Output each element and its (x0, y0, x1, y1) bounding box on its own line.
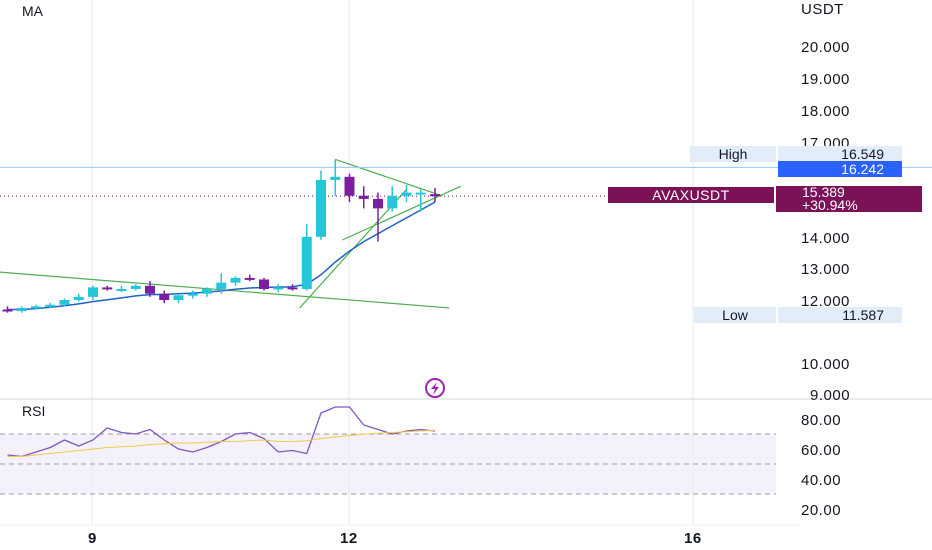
symbol-label: AVAXUSDT (608, 187, 774, 203)
candle-body-5 (73, 296, 84, 301)
rsi-band (0, 433, 776, 495)
currency-label: USDT (801, 1, 844, 18)
time-tick-0: 9 (88, 530, 97, 547)
candle-18 (259, 277, 269, 291)
candle-26 (373, 192, 383, 242)
candle-body-24 (344, 176, 355, 196)
candle-body-26 (373, 198, 383, 209)
lightning-bolt-glyph (431, 382, 439, 395)
candle-29 (415, 189, 426, 212)
price-tick-8: 9.000 (810, 387, 851, 404)
candle-body-12 (173, 295, 184, 301)
rsi-tick-3: 20.00 (801, 502, 842, 519)
rsi-tick-0: 80.00 (801, 412, 842, 429)
candle-27 (387, 186, 398, 212)
symbol-price-tag: 15.389 +30.94% (776, 184, 922, 213)
candle-body-13 (187, 293, 198, 296)
symbol-price: 15.389 (802, 184, 845, 200)
high-label: High (690, 146, 776, 162)
candle-body-0 (2, 309, 13, 312)
candle-body-18 (259, 279, 269, 289)
candles (2, 159, 440, 313)
candle-body-21 (301, 236, 312, 289)
main-indicator-title[interactable]: MA (22, 3, 43, 19)
candle-12 (173, 293, 184, 304)
last-price-tag: 16.242 (778, 161, 902, 177)
trend-lines[interactable] (0, 158, 461, 309)
price-tick-4: 14.000 (801, 230, 850, 247)
candle-16 (230, 276, 241, 286)
price-tick-1: 19.000 (801, 71, 850, 88)
candle-body-22 (316, 179, 326, 237)
price-tick-2: 18.000 (801, 103, 850, 120)
candle-0 (2, 306, 13, 313)
candle-body-23 (330, 176, 341, 180)
candle-15 (216, 273, 227, 294)
candle-9 (130, 284, 141, 291)
candle-14 (202, 287, 212, 297)
candle-body-28 (401, 192, 412, 196)
candle-28 (401, 184, 412, 203)
candle-21 (301, 224, 312, 291)
trend-line-3 (342, 185, 461, 241)
candle-8 (116, 285, 127, 293)
candle-body-6 (88, 287, 98, 297)
candle-5 (73, 293, 84, 302)
candle-body-19 (273, 287, 284, 290)
candle-body-11 (159, 293, 170, 301)
candle-body-4 (59, 300, 70, 305)
candle-7 (102, 285, 113, 291)
candle-4 (59, 298, 70, 307)
candle-25 (358, 186, 369, 209)
candle-3 (45, 303, 56, 308)
candle-body-20 (287, 287, 298, 290)
rsi-series-1 (7, 429, 436, 457)
price-tick-6: 12.000 (801, 293, 850, 310)
price-tick-7: 10.000 (801, 356, 850, 373)
flash-button[interactable] (425, 378, 445, 398)
rsi-indicator-title[interactable]: RSI (22, 403, 46, 419)
candle-body-30 (430, 194, 440, 197)
candle-body-15 (216, 282, 227, 289)
time-tick-1: 12 (340, 530, 358, 547)
rsi-lines (7, 406, 436, 458)
candle-13 (187, 290, 198, 299)
candle-23 (330, 159, 341, 196)
candle-body-3 (45, 304, 56, 307)
candle-24 (344, 173, 355, 203)
candle-body-27 (387, 195, 398, 209)
rsi-tick-1: 60.00 (801, 442, 842, 459)
candle-body-14 (202, 288, 212, 294)
low-label: Low (694, 307, 776, 323)
candle-body-7 (102, 287, 113, 290)
candle-body-16 (230, 277, 241, 283)
trend-line-2 (335, 158, 443, 197)
low-value: 11.587 (778, 307, 902, 323)
candle-20 (287, 284, 298, 291)
high-value: 16.549 (778, 146, 902, 162)
candle-17 (244, 274, 255, 282)
candle-22 (316, 170, 326, 240)
candle-body-8 (116, 288, 127, 291)
time-tick-2: 16 (684, 530, 702, 547)
rsi-tick-2: 40.00 (801, 472, 842, 489)
candle-body-17 (244, 277, 255, 280)
candle-body-10 (145, 285, 155, 294)
candle-body-1 (16, 307, 27, 312)
candle-1 (16, 306, 27, 313)
candle-body-29 (415, 192, 426, 195)
candle-30 (430, 187, 440, 203)
candle-19 (273, 284, 284, 293)
candle-2 (31, 304, 41, 310)
candle-6 (88, 285, 98, 301)
candle-body-25 (358, 195, 369, 199)
candle-body-2 (31, 306, 41, 309)
candle-10 (145, 281, 155, 297)
candle-body-9 (130, 285, 141, 289)
price-tick-5: 13.000 (801, 261, 850, 278)
symbol-change: +30.94% (802, 197, 858, 213)
price-tick-0: 20.000 (801, 39, 850, 56)
candle-11 (159, 290, 170, 304)
